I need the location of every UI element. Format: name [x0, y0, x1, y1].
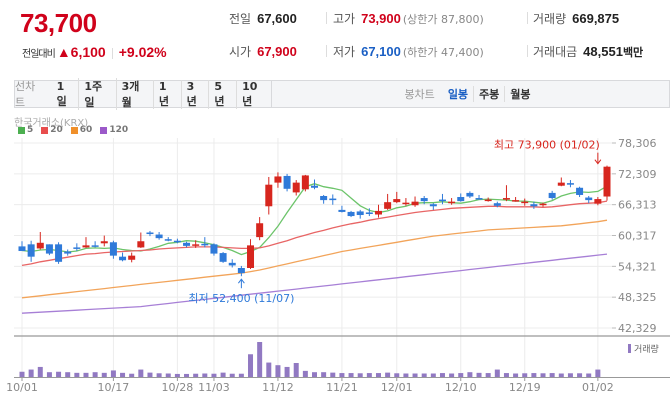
ma60-swatch	[70, 126, 78, 134]
change-percent: +9.02%	[118, 44, 167, 60]
range-5y-button[interactable]: 5년	[208, 79, 236, 109]
divider	[326, 45, 327, 57]
x-axis-label: 10/17	[98, 381, 130, 394]
range-1w-button[interactable]: 1주일	[78, 78, 115, 110]
x-axis-label: 01/02	[582, 381, 614, 394]
legend-ma120: 120	[100, 125, 128, 135]
y-axis-label: 54,321	[618, 260, 657, 273]
ma60-line	[21, 219, 608, 299]
y-axis-label: 42,329	[618, 322, 657, 335]
x-axis-label: 12/19	[509, 381, 541, 394]
ma5-swatch	[18, 126, 25, 134]
current-price: 73,700	[20, 8, 97, 38]
up-arrow-icon: ▲	[56, 44, 71, 60]
x-axis-label: 11/21	[326, 381, 358, 394]
divider	[527, 12, 528, 24]
ma120-swatch	[100, 126, 108, 134]
candle-chart-ranges: 봉차트 일봉 주봉 월봉	[271, 81, 669, 107]
legend-ma5: 5	[18, 125, 33, 135]
change-label: 전일대비	[22, 49, 56, 60]
weekly-candle-button[interactable]: 주봉	[473, 86, 504, 102]
ma5-line	[21, 183, 608, 256]
x-axis-label: 10/28	[162, 381, 194, 394]
data-source: 한국거래소(KRX)	[14, 118, 89, 129]
change-value: 6,100	[70, 44, 106, 60]
line-chart-ranges: 선차트 1일 1주일 3개월 1년 3년 5년 10년	[15, 78, 272, 110]
volume-bars	[19, 342, 601, 377]
divider	[527, 45, 528, 57]
range-3m-button[interactable]: 3개월	[115, 78, 153, 110]
range-3y-button[interactable]: 3년	[180, 79, 209, 109]
candles	[18, 165, 611, 277]
range-1y-button[interactable]: 1년	[152, 79, 181, 109]
chart-toolbar: 선차트 1일 1주일 3개월 1년 3년 5년 10년 봉차트 일봉 주봉 월봉	[14, 78, 670, 110]
range-10y-button[interactable]: 10년	[236, 79, 271, 109]
x-axis-label: 11/12	[262, 381, 294, 394]
x-axis-label: 12/01	[381, 381, 413, 394]
candle-chart-label: 봉차트	[404, 88, 435, 101]
volume: 거래량 669,875	[533, 11, 620, 26]
monthly-candle-button[interactable]: 월봉	[504, 86, 535, 102]
daily-candle-button[interactable]: 일봉	[447, 88, 469, 101]
divider	[326, 12, 327, 24]
day-low: 저가 67,100 (하한가 47,400)	[333, 44, 484, 59]
x-axis-label: 12/10	[445, 381, 477, 394]
ma20-line	[21, 200, 608, 267]
range-1d-button[interactable]: 1일	[56, 79, 67, 108]
divider	[111, 48, 113, 59]
high-annotation: 최고 73,900 (01/02)	[494, 139, 600, 152]
x-axis-label: 10/01	[6, 381, 38, 394]
volume-legend-swatch	[628, 344, 631, 353]
turnover: 거래대금 48,551백만	[533, 44, 644, 59]
prev-close: 전일 67,600	[229, 11, 297, 26]
low-annotation: 최저 52,400 (11/07)	[188, 292, 294, 305]
day-high: 고가 73,900 (상한가 87,800)	[333, 11, 484, 26]
price-change: 전일대비 ▲6,100 +9.02%	[22, 44, 167, 61]
y-axis-label: 48,325	[618, 291, 657, 304]
volume-legend-label: 거래량	[634, 343, 659, 355]
legend-ma60: 60	[70, 125, 92, 135]
ma20-swatch	[41, 126, 49, 134]
grid	[14, 138, 612, 378]
y-axis-label: 72,309	[618, 168, 657, 181]
y-axis-label: 78,306	[618, 137, 657, 150]
line-chart-label: 선차트	[15, 80, 36, 109]
open-price: 시가 67,900	[229, 44, 297, 59]
ma120-line	[21, 253, 608, 314]
y-axis-label: 66,313	[618, 199, 657, 212]
legend-ma20: 20	[41, 125, 63, 135]
x-axis-label: 11/03	[198, 381, 230, 394]
y-axis-label: 60,317	[618, 230, 657, 243]
ma-legend: 5 20 60 120	[18, 125, 128, 135]
